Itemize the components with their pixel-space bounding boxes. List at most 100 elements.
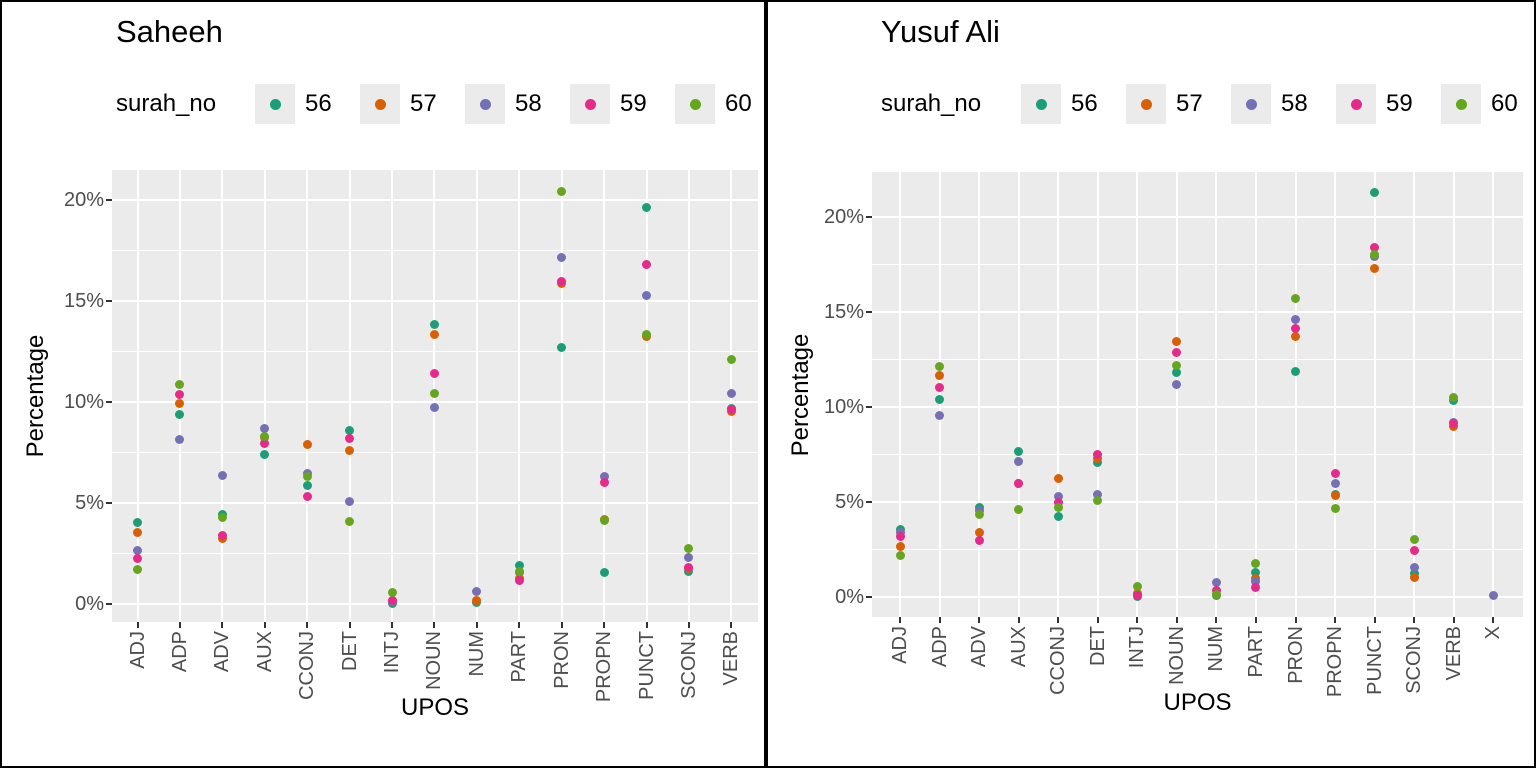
x-tick-label: DET [1086,626,1109,666]
data-point [429,329,439,339]
category-gridline [221,170,224,622]
y-tick-mark [106,603,112,605]
category-gridline [560,170,563,622]
data-point [726,404,736,414]
data-point [1449,418,1459,428]
data-point [472,596,482,606]
x-tick-label: ADV [211,631,234,673]
data-point [935,382,945,392]
x-tick-label: SCONJ [1403,626,1426,694]
data-point [429,389,439,399]
data-point [387,588,397,598]
data-point [1211,578,1221,588]
data-point [1330,469,1340,478]
x-tick-label: PUNCT [1363,626,1386,695]
x-tick-mark [433,622,436,628]
data-point [1093,489,1103,499]
category-gridline [978,172,981,617]
legend-dot-icon [1455,98,1467,110]
x-axis-title: UPOS [1163,689,1232,716]
data-point [1211,589,1221,599]
data-point [1409,534,1419,544]
major-gridline [872,501,1523,503]
legend-dot-icon [269,98,281,110]
x-tick-label: CCONJ [296,631,319,700]
category-gridline [1096,172,1099,617]
x-tick-mark [1057,617,1060,623]
legend-dot-icon [1140,98,1152,110]
category-gridline [1294,172,1297,617]
data-point [1132,590,1142,600]
x-tick-mark [178,622,181,628]
data-point [514,567,524,577]
data-point [557,187,567,197]
category-gridline [1057,172,1060,617]
data-point [974,509,984,519]
data-point [895,542,905,552]
data-point [133,545,142,555]
y-tick-label: 20% [63,189,104,211]
data-point [175,380,185,390]
major-gridline [872,406,1523,408]
data-point [974,535,984,545]
category-gridline [687,170,690,622]
data-point [1172,360,1182,370]
minor-gridline [872,264,1523,265]
plot-yusuf-ali: Yusuf Ali surah_no 56 57 58 59 60 0% 5% 10% 15% 20%… [766,0,1536,768]
y-tick-mark [106,199,112,201]
legend-key-label: 58 [1281,90,1308,117]
data-point [642,291,652,301]
x-tick-mark [348,622,351,628]
legend-key-label: 57 [410,90,437,117]
legend-dot-icon [689,98,701,110]
legend-key [1336,84,1376,124]
data-point [1093,495,1103,505]
data-point [1251,559,1261,569]
data-point [895,531,905,541]
data-point [642,260,652,270]
data-point [345,497,355,507]
data-point [726,389,736,399]
data-point [345,433,355,443]
y-tick-label: 0% [835,586,864,608]
data-point [1053,498,1063,508]
category-gridline [1215,172,1218,617]
x-tick-label: AUX [253,631,276,673]
data-point [345,445,355,455]
x-tick-mark [560,622,563,628]
data-point [599,515,609,525]
data-point [1172,336,1182,346]
category-gridline [899,172,901,617]
data-point [302,481,312,491]
y-tick-label: 10% [63,391,104,413]
data-point [726,355,736,365]
data-point [175,434,185,444]
data-point [642,329,652,339]
x-tick-label: ADP [928,626,951,668]
data-point [1330,504,1340,514]
x-tick-mark [1215,617,1218,623]
data-point [1291,315,1300,325]
data-point [1093,450,1103,459]
data-point [175,409,185,419]
x-tick-mark [475,622,478,628]
data-point [217,530,227,540]
data-point [1014,505,1024,515]
data-point [260,450,270,460]
x-tick-label: ADV [968,626,991,668]
data-point [1053,503,1063,513]
data-point [217,512,227,522]
data-point [1014,479,1024,489]
data-point [599,472,609,482]
data-point [1053,491,1063,501]
data-point [387,596,397,606]
legend-key-label: 59 [1386,90,1413,117]
data-point [1330,490,1340,500]
category-gridline [1254,172,1257,617]
data-point [684,543,694,553]
data-point [345,425,355,435]
x-tick-mark [1136,617,1139,623]
category-gridline [136,170,139,622]
y-tick-label: 15% [63,290,104,312]
category-gridline [1175,172,1178,617]
